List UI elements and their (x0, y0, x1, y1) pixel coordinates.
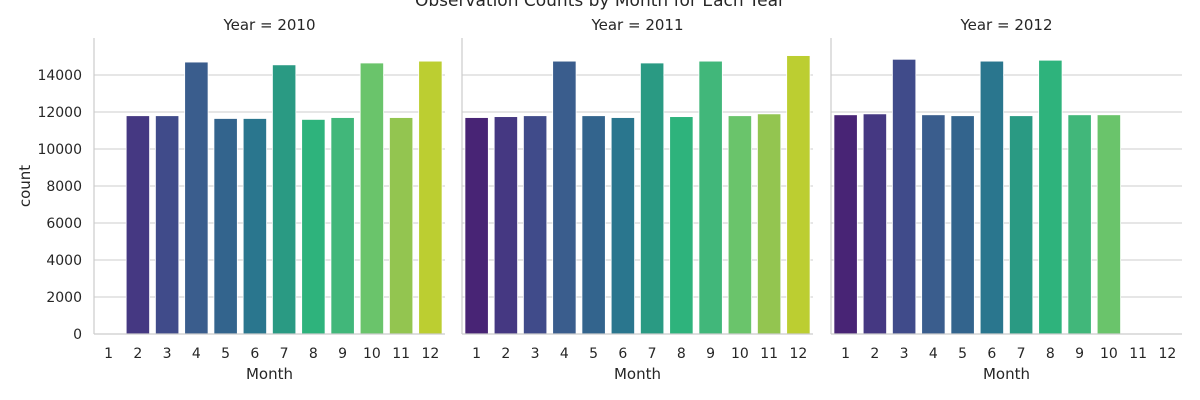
bar-3 (523, 115, 548, 335)
bar-5 (581, 115, 606, 335)
bar-12 (786, 55, 811, 335)
x-tick-label: 2 (870, 346, 879, 362)
bar-12 (418, 60, 443, 335)
bar-6 (242, 118, 267, 335)
bar-3 (155, 115, 180, 335)
y-tick-label: 8000 (46, 179, 82, 195)
x-tick-label: 1 (841, 346, 850, 362)
x-tick-label: 4 (192, 346, 201, 362)
bar-9 (330, 117, 355, 335)
x-tick-label: 1 (472, 346, 481, 362)
x-tick-label: 10 (1100, 346, 1118, 362)
x-tick-label: 12 (789, 346, 807, 362)
bar-11 (757, 113, 782, 335)
x-tick-label: 12 (421, 346, 439, 362)
x-tick-label: 9 (706, 346, 715, 362)
x-axis-label: Month (614, 365, 661, 383)
y-tick-label: 0 (73, 327, 82, 343)
x-tick-label: 5 (589, 346, 598, 362)
x-tick-label: 10 (731, 346, 749, 362)
x-tick-label: 12 (1158, 346, 1176, 362)
x-tick-label: 8 (309, 346, 318, 362)
x-tick-label: 9 (338, 346, 347, 362)
x-axis-label: Month (983, 365, 1030, 383)
bar-8 (669, 116, 694, 335)
x-tick-label: 2 (501, 346, 510, 362)
y-tick-label: 12000 (37, 105, 82, 121)
x-tick-label: 11 (1129, 346, 1147, 362)
x-tick-label: 11 (392, 346, 410, 362)
x-tick-label: 3 (163, 346, 172, 362)
bar-7 (1009, 115, 1034, 335)
bar-6 (610, 117, 635, 335)
y-tick-label: 4000 (46, 253, 82, 269)
y-tick-label: 6000 (46, 216, 82, 232)
x-tick-label: 4 (929, 346, 938, 362)
x-tick-label: 9 (1075, 346, 1084, 362)
y-tick-label: 14000 (37, 68, 82, 84)
x-tick-label: 7 (280, 346, 289, 362)
bar-7 (640, 62, 665, 335)
y-tick-label: 2000 (46, 290, 82, 306)
x-tick-label: 6 (250, 346, 259, 362)
panel-title: Year = 2010 (222, 16, 315, 34)
y-tick-label: 10000 (37, 142, 82, 158)
bar-8 (1038, 59, 1063, 335)
x-tick-label: 6 (987, 346, 996, 362)
bar-10 (359, 62, 384, 335)
bar-8 (301, 119, 326, 335)
bar-5 (950, 115, 975, 335)
x-tick-label: 3 (900, 346, 909, 362)
x-tick-label: 5 (221, 346, 230, 362)
x-tick-label: 7 (648, 346, 657, 362)
bar-3 (892, 58, 917, 335)
x-tick-label: 4 (560, 346, 569, 362)
chart-title: Observation Counts by Month for Each Yea… (414, 0, 786, 11)
bar-2 (862, 113, 887, 335)
bar-5 (213, 118, 238, 335)
bar-4 (552, 60, 577, 335)
x-tick-label: 11 (760, 346, 778, 362)
bar-2 (493, 116, 518, 335)
x-tick-label: 8 (1046, 346, 1055, 362)
x-tick-label: 7 (1017, 346, 1026, 362)
bar-2 (125, 115, 150, 335)
bar-9 (698, 60, 723, 335)
y-axis-label: count (16, 165, 34, 207)
bar-10 (1096, 114, 1121, 335)
bar-9 (1067, 114, 1092, 335)
x-axis-label: Month (246, 365, 293, 383)
x-tick-label: 3 (531, 346, 540, 362)
bar-4 (921, 114, 946, 335)
bar-10 (727, 115, 752, 335)
x-tick-label: 1 (104, 346, 113, 362)
x-tick-label: 2 (133, 346, 142, 362)
bar-4 (184, 61, 209, 335)
x-tick-label: 5 (958, 346, 967, 362)
panel-title: Year = 2011 (590, 16, 683, 34)
x-tick-label: 10 (363, 346, 381, 362)
panel-title: Year = 2012 (959, 16, 1052, 34)
x-tick-label: 6 (618, 346, 627, 362)
bar-7 (272, 64, 297, 335)
bar-1 (464, 117, 489, 335)
bar-6 (979, 60, 1004, 335)
x-tick-label: 8 (677, 346, 686, 362)
bar-11 (389, 117, 414, 335)
bar-1 (833, 114, 858, 335)
